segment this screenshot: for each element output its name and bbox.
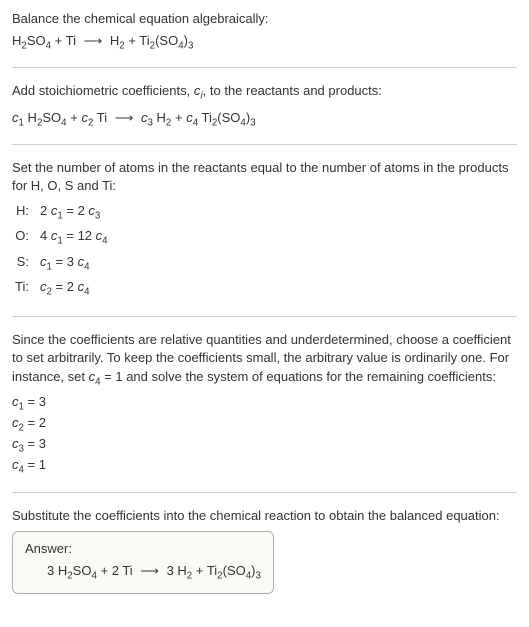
unbalanced-equation: H2SO4 + Ti ⟶ H2 + Ti2(SO4)3: [12, 32, 517, 53]
coef-line: c4 = 1: [12, 456, 517, 477]
coef-line: c2 = 2: [12, 414, 517, 435]
coefficient-list: c1 = 3 c2 = 2 c3 = 3 c4 = 1: [12, 393, 517, 478]
substitute-text: Substitute the coefficients into the che…: [12, 507, 517, 525]
solve-text: Since the coefficients are relative quan…: [12, 331, 517, 389]
species-h2so4: H2SO4: [12, 33, 51, 48]
balanced-equation: 3 H2SO4 + 2 Ti ⟶ 3 H2 + Ti2(SO4)3: [25, 562, 261, 583]
section-stoich: Add stoichiometric coefficients, ci, to …: [12, 82, 517, 129]
arrow-icon: ⟶: [80, 33, 107, 48]
section-solve: Since the coefficients are relative quan…: [12, 331, 517, 478]
section-substitute: Substitute the coefficients into the che…: [12, 507, 517, 595]
answer-label: Answer:: [25, 540, 261, 558]
atom-row-h: H: 2 c1 = 2 c3: [14, 201, 109, 224]
divider: [12, 67, 517, 68]
divider: [12, 492, 517, 493]
atom-row-ti: Ti: c2 = 2 c4: [14, 277, 109, 300]
arrow-icon: ⟶: [111, 110, 138, 125]
section-balance: Balance the chemical equation algebraica…: [12, 10, 517, 53]
answer-box: Answer: 3 H2SO4 + 2 Ti ⟶ 3 H2 + Ti2(SO4)…: [12, 531, 274, 594]
atoms-title: Set the number of atoms in the reactants…: [12, 159, 517, 195]
atom-row-s: S: c1 = 3 c4: [14, 252, 109, 275]
coef-line: c1 = 3: [12, 393, 517, 414]
species-h2: H2: [110, 33, 125, 48]
arrow-icon: ⟶: [136, 563, 163, 578]
divider: [12, 144, 517, 145]
atom-row-o: O: 4 c1 = 12 c4: [14, 226, 109, 249]
atoms-table: H: 2 c1 = 2 c3 O: 4 c1 = 12 c4 S: c1 = 3…: [12, 199, 111, 302]
coef-line: c3 = 3: [12, 435, 517, 456]
divider: [12, 316, 517, 317]
balance-title: Balance the chemical equation algebraica…: [12, 10, 517, 28]
stoich-title: Add stoichiometric coefficients, ci, to …: [12, 82, 517, 104]
stoich-equation: c1 H2SO4 + c2 Ti ⟶ c3 H2 + c4 Ti2(SO4)3: [12, 109, 517, 130]
section-atoms: Set the number of atoms in the reactants…: [12, 159, 517, 302]
